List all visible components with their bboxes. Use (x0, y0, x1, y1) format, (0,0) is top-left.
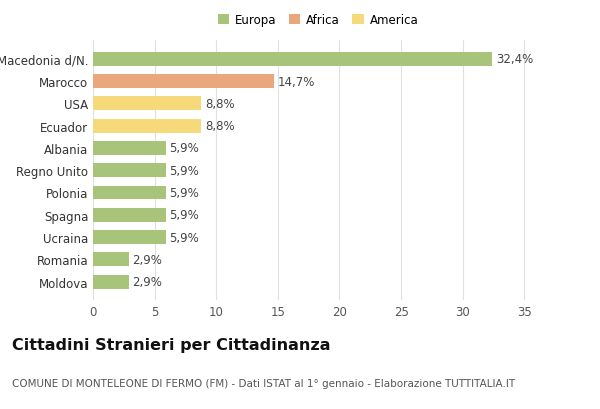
Bar (93, 53, 493, 67)
Text: 5,9%: 5,9% (169, 187, 199, 200)
Text: 5,9%: 5,9% (169, 164, 199, 177)
Text: Cittadini Stranieri per Cittadinanza: Cittadini Stranieri per Cittadinanza (12, 337, 331, 353)
Text: COMUNE DI MONTELEONE DI FERMO (FM) - Dati ISTAT al 1° gennaio - Elaborazione TUT: COMUNE DI MONTELEONE DI FERMO (FM) - Dat… (12, 378, 515, 388)
Bar (93, 97, 202, 111)
Bar (93, 75, 274, 89)
Bar (93, 208, 166, 222)
Bar (93, 186, 166, 200)
Bar (93, 275, 129, 289)
Text: 8,8%: 8,8% (205, 120, 235, 133)
Text: 32,4%: 32,4% (496, 53, 533, 66)
Bar (93, 119, 202, 133)
Bar (93, 253, 129, 267)
Text: 5,9%: 5,9% (169, 142, 199, 155)
Legend: Europa, Africa, America: Europa, Africa, America (218, 14, 418, 27)
Text: 2,9%: 2,9% (133, 275, 163, 288)
Text: 5,9%: 5,9% (169, 209, 199, 222)
Text: 5,9%: 5,9% (169, 231, 199, 244)
Bar (93, 231, 166, 244)
Bar (93, 142, 166, 155)
Bar (93, 164, 166, 178)
Text: 2,9%: 2,9% (133, 253, 163, 266)
Text: 14,7%: 14,7% (278, 75, 315, 88)
Text: 8,8%: 8,8% (205, 98, 235, 110)
